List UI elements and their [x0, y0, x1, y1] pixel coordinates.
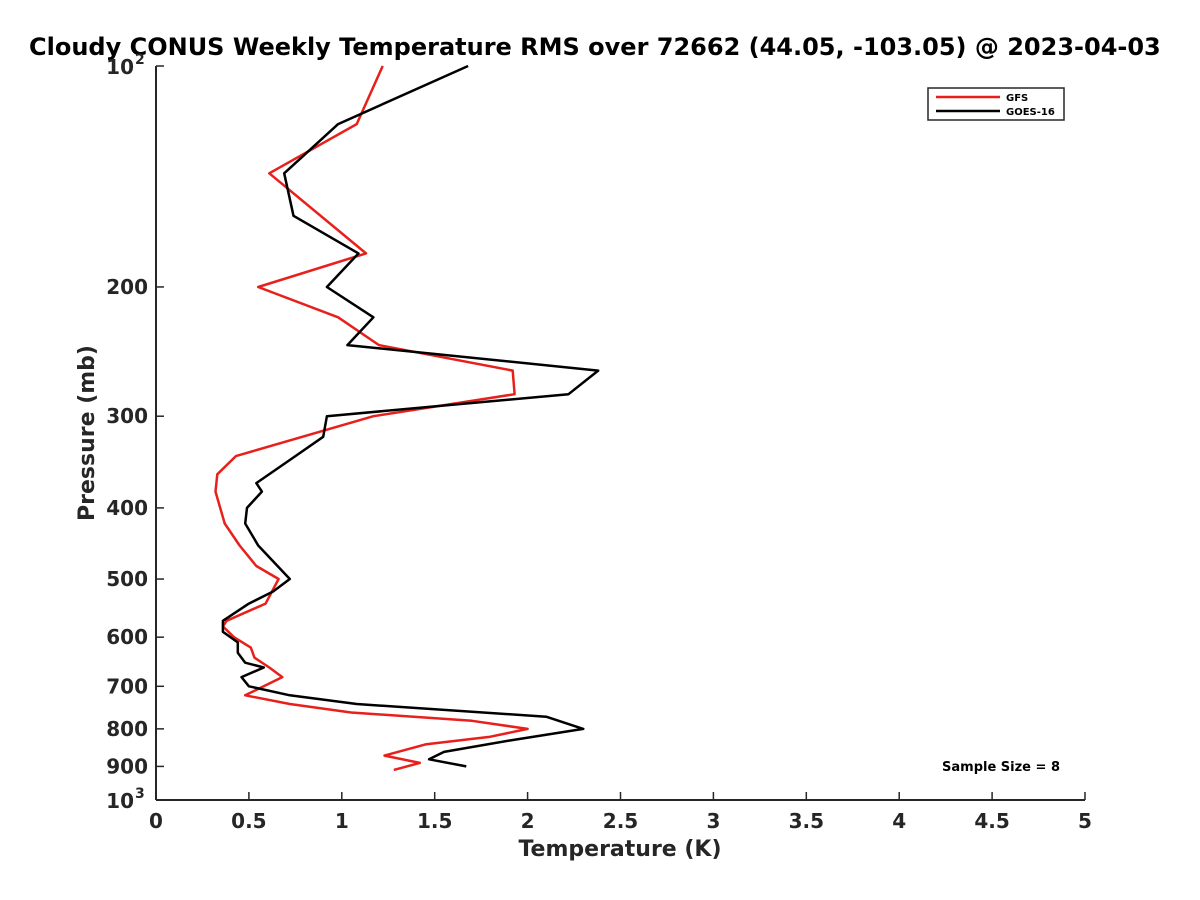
- x-axis-label: Temperature (K): [518, 837, 721, 862]
- y-tick-label: 10: [106, 55, 134, 79]
- legend-box: [927, 87, 1065, 121]
- y-tick-label: 300: [106, 404, 148, 428]
- series-line-goes16: [221, 64, 600, 768]
- x-tick-label: 2.5: [603, 809, 638, 833]
- x-tick-label: 4.5: [974, 809, 1009, 833]
- x-tick-label: 0: [149, 809, 163, 833]
- y-axis-label: Pressure (mb): [75, 345, 100, 521]
- y-tick-label: 800: [106, 717, 148, 741]
- x-tick-label: 3: [706, 809, 720, 833]
- legend-goes16-label: GOES-16: [1006, 107, 1055, 118]
- legend: GFS GOES-16: [927, 87, 1065, 121]
- x-tick-label: 2: [521, 809, 535, 833]
- y-tick-label: 900: [106, 754, 148, 778]
- x-tick-label: 1: [335, 809, 349, 833]
- x-ticks: 0 0.5 1 1.5 2 2.5 3 3.5 4 4.5 5: [149, 792, 1092, 833]
- series-line-gfs: [214, 65, 529, 772]
- plot-background: [156, 66, 1085, 800]
- legend-gfs-label: GFS: [1006, 93, 1028, 104]
- sample-size-annotation: Sample Size = 8: [942, 760, 1060, 775]
- chart-title: Cloudy CONUS Weekly Temperature RMS over…: [29, 33, 1161, 61]
- x-tick-label: 3.5: [789, 809, 824, 833]
- y-tick-label: 500: [106, 567, 148, 591]
- x-tick-label: 4: [892, 809, 906, 833]
- x-tick-label: 1.5: [417, 809, 452, 833]
- y-tick-label: 700: [106, 674, 148, 698]
- y-tick-label-exponent: 2: [135, 52, 145, 68]
- y-tick-label: 200: [106, 275, 148, 299]
- y-tick-label: 400: [106, 496, 148, 520]
- y-tick-label-exponent: 3: [135, 786, 145, 802]
- series-layer: [214, 64, 600, 772]
- plot-area: [156, 66, 1085, 800]
- y-tick-label: 10: [106, 789, 134, 813]
- x-tick-label: 5: [1078, 809, 1092, 833]
- y-tick-label: 600: [106, 625, 148, 649]
- x-tick-label: 0.5: [231, 809, 266, 833]
